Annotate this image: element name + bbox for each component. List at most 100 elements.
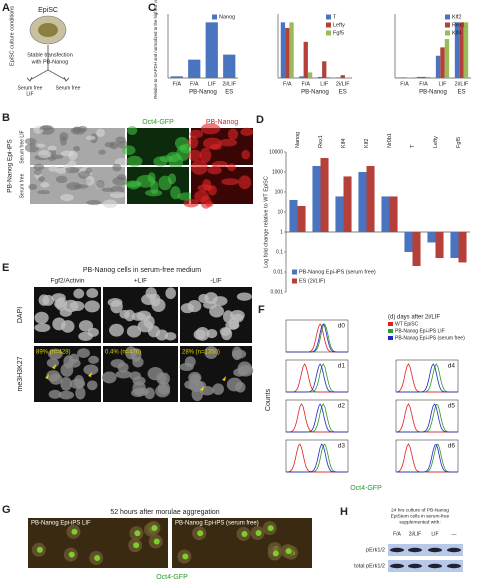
legend-swatch — [326, 30, 331, 36]
gfp-spot — [134, 530, 141, 537]
bar — [344, 77, 350, 78]
phase-cell — [85, 167, 93, 174]
y-tick-label: 1 — [280, 229, 283, 235]
phase-cell — [116, 174, 127, 181]
y-tick-label: 0.1 — [276, 249, 283, 255]
band — [390, 547, 404, 553]
x-tick-label: Fgf5 — [456, 137, 462, 148]
gfp-spot — [255, 530, 262, 537]
label: -LIF — [210, 278, 222, 285]
panel-letter: G — [2, 504, 11, 516]
label: F/A — [393, 531, 401, 537]
label: supplemented with: — [399, 519, 440, 525]
histogram-curve — [286, 443, 348, 473]
phase-cell — [98, 149, 106, 155]
blot — [388, 544, 463, 556]
bar — [336, 77, 341, 78]
bar — [188, 59, 201, 78]
histogram-frame — [395, 439, 459, 473]
x-tick-label: F/A — [172, 81, 181, 87]
histogram-frame — [285, 319, 349, 353]
phase-cell — [59, 132, 69, 141]
nucleus — [60, 376, 72, 391]
group-label: PB-Nanog — [301, 90, 329, 96]
nanog-colony — [183, 198, 199, 208]
label: EpiSC culture conditions — [9, 6, 15, 66]
bar — [397, 77, 403, 78]
label: EpiSC — [38, 7, 58, 14]
nucleus — [34, 311, 49, 324]
gfp-spot — [94, 555, 101, 562]
x-tick-label: LIF — [208, 81, 217, 87]
arrowheads — [26, 69, 70, 82]
panel-letter: F — [258, 304, 265, 316]
x-tick-label: LIF — [320, 81, 329, 87]
legend-label: Fgf5 — [333, 30, 344, 36]
nucleus — [110, 299, 123, 314]
label: with PB-Nanog — [31, 59, 69, 65]
phase-cell — [101, 187, 114, 192]
panel-letter: D — [256, 114, 264, 126]
arrowhead — [52, 364, 56, 369]
group-label: PB-Nanog — [189, 90, 217, 96]
x-tick-label: Klf4 — [341, 139, 347, 148]
arrowhead — [88, 372, 92, 377]
legend-label: WT EpiSC — [395, 321, 419, 327]
nanog-colony — [202, 179, 212, 191]
embryo-image — [172, 518, 312, 568]
nucleus — [78, 320, 93, 332]
nucleus — [199, 385, 215, 396]
bar — [170, 76, 183, 78]
x-tick-label: F/A — [283, 81, 292, 87]
nucleus — [52, 317, 66, 331]
x-tick-label: T — [410, 144, 416, 148]
phase-cell — [72, 126, 82, 134]
bar — [458, 232, 467, 263]
gfp-spot — [272, 550, 279, 557]
legend-label: Klf4 — [452, 30, 461, 36]
nucleus — [102, 371, 117, 384]
nanog-colony — [221, 178, 240, 186]
bar — [425, 76, 431, 78]
nucleus — [145, 287, 157, 299]
y-tick-label: 10 — [277, 209, 283, 215]
gfp-spot — [241, 530, 248, 537]
gfp-colony — [167, 173, 177, 185]
label: PB-Nanog Epi-iPS LIF — [31, 521, 91, 527]
day-label: d4 — [448, 363, 456, 370]
x-tick-label: 2i/LIF — [222, 81, 236, 87]
phase-cell — [38, 150, 52, 159]
nucleus — [130, 388, 145, 398]
bar — [322, 61, 327, 78]
bar — [303, 41, 308, 78]
phase-cell — [28, 183, 38, 190]
group-label: ES — [339, 90, 347, 96]
histogram-frame — [395, 399, 459, 433]
legend-swatch — [326, 14, 331, 20]
nucleus — [75, 386, 86, 400]
label: EpiStem cells in serum-free — [391, 513, 450, 519]
bar — [205, 22, 218, 79]
y-tick-label: 1000 — [272, 169, 283, 175]
x-tick-label: F/A — [190, 81, 199, 87]
phase-cell — [38, 176, 45, 182]
bar — [326, 76, 331, 78]
phase-cell — [60, 193, 74, 202]
nucleus — [86, 380, 98, 391]
group-label: PB-Nanog — [419, 90, 447, 96]
phase-cell — [85, 175, 95, 186]
gfp-spot — [71, 528, 78, 535]
legend-label: Rex1 — [452, 22, 465, 28]
nucleus — [77, 348, 90, 358]
phase-cell — [47, 145, 57, 151]
nanog-colony — [240, 127, 254, 136]
day-label: d3 — [338, 443, 346, 450]
nucleus — [179, 362, 194, 372]
label: +LIF — [134, 278, 147, 285]
day-label: d2 — [338, 403, 346, 410]
histogram-curve — [286, 363, 348, 393]
stat-label: 89% (n=428) — [36, 350, 71, 356]
legend-swatch — [388, 322, 393, 326]
panel-letter: C — [148, 2, 156, 14]
